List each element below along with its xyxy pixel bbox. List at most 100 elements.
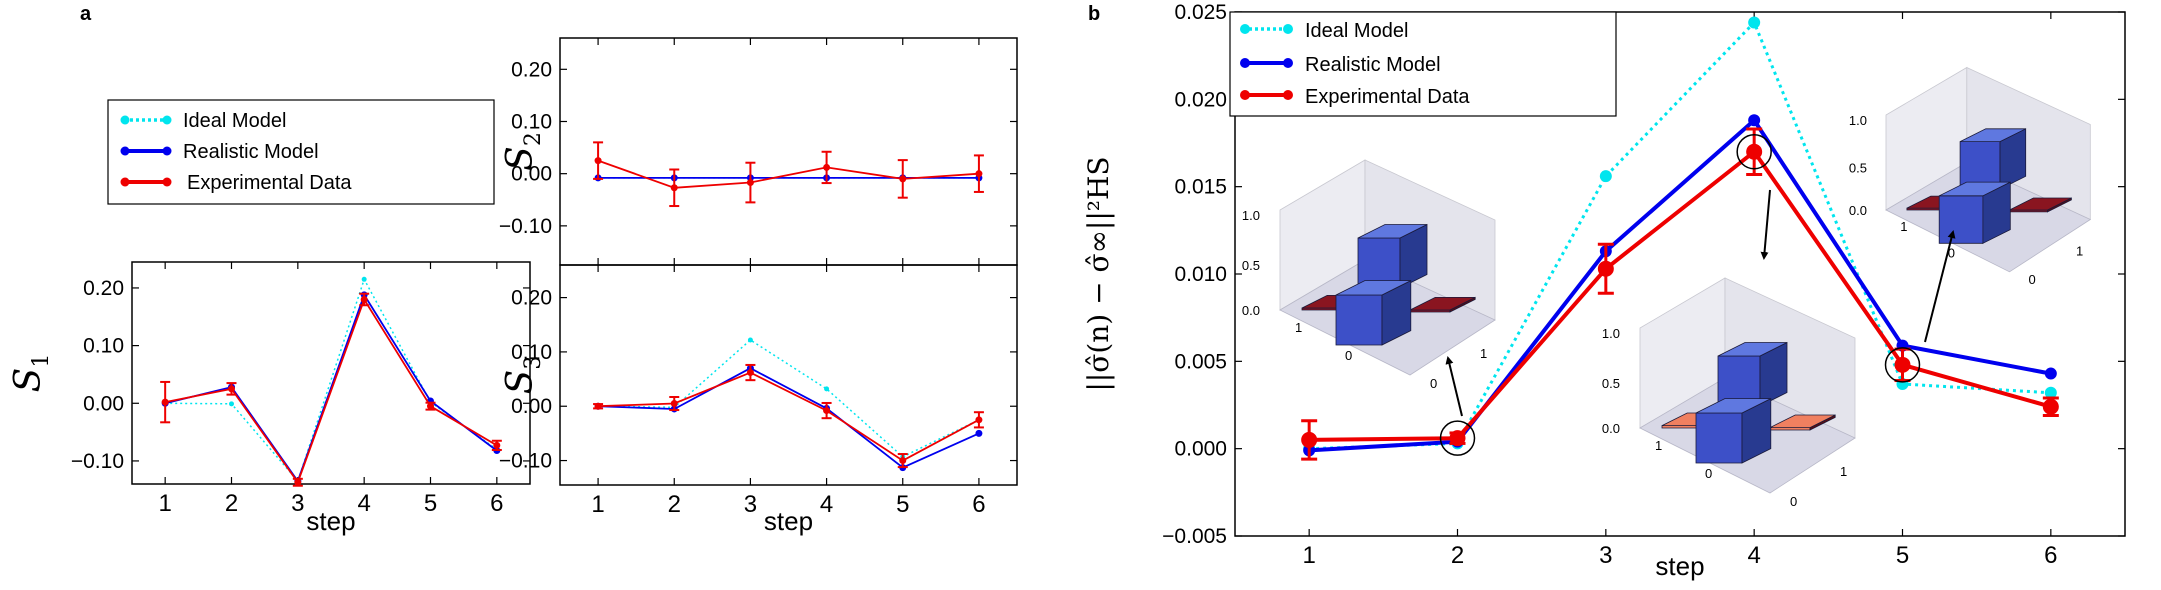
data-point-experimental-data — [975, 170, 983, 178]
legend-b-ideal-marker — [1240, 24, 1250, 34]
inset-offdiag-bar-top — [2009, 197, 2072, 211]
data-point-ideal-model — [2044, 386, 2057, 399]
x-tick-label: 1 — [591, 491, 604, 518]
data-point-experimental-data — [228, 385, 235, 393]
y-tick-label: 0.010 — [1174, 263, 1227, 286]
y-tick-label: 0.10 — [83, 335, 124, 358]
y-tick-label: 0.20 — [511, 287, 552, 310]
x-tick-label: 3 — [291, 490, 304, 517]
x-tick-label: 5 — [1896, 542, 1909, 569]
x-tick-label: 6 — [2044, 542, 2057, 569]
legend-b-box — [1229, 11, 1617, 117]
density-matrix-inset-3: 1.0 0.5 0.0 1 0 0 1 — [1849, 66, 2092, 287]
data-point-experimental-data — [360, 295, 368, 303]
y-axis-label: ||σ̂(n) − σ̂∞||²HS — [1082, 156, 1115, 391]
inset-x-tick-label: 1 — [1295, 320, 1302, 335]
legend-a-realistic-marker — [162, 146, 172, 156]
legend-b-ideal-label: Ideal Model — [1305, 20, 1408, 42]
inset-y-tick-label: 0 — [1790, 494, 1797, 509]
inset-z-tick-label: 0.5 — [1849, 160, 1867, 175]
y-tick-label: 0.000 — [1174, 438, 1227, 461]
x-tick-label: 6 — [490, 490, 503, 517]
inset-offdiag-bar-top — [1769, 414, 1836, 429]
data-point-ideal-model — [824, 386, 830, 392]
data-point-experimental-data — [746, 369, 754, 377]
x-tick-label: 1 — [158, 490, 171, 517]
series-line-experimental-data — [597, 159, 979, 189]
inset-z-tick-label: 0.0 — [1849, 203, 1867, 218]
highlight-circle — [1439, 420, 1476, 456]
y-tick-label: −0.10 — [499, 450, 552, 473]
legend-a-experimental-label: Experimental Data — [187, 172, 352, 194]
inset-x-tick-label: 0 — [1345, 348, 1352, 363]
data-point-realistic-model — [975, 429, 983, 437]
data-point-experimental-data — [493, 441, 501, 449]
series-line-experimental-data — [1309, 148, 2052, 442]
legend-a-ideal-marker — [120, 115, 130, 125]
data-point-experimental-data — [594, 157, 602, 165]
inset-y-tick-label: 0 — [1430, 376, 1437, 391]
series-line-ideal-model — [1309, 19, 2051, 451]
legend-b-realistic-label: Realistic Model — [1305, 54, 1441, 76]
y-tick-label: 0.10 — [511, 341, 552, 364]
inset-z-tick-label: 0.5 — [1602, 376, 1620, 391]
data-point-experimental-data — [1449, 430, 1466, 447]
y-axis-label: S2 — [500, 132, 546, 171]
y-tick-label: 0.005 — [1174, 350, 1227, 373]
legend-b-experimental-marker — [1240, 90, 1250, 100]
inset-z-tick-label: 1.0 — [1242, 208, 1260, 223]
x-tick-label: 3 — [1599, 542, 1612, 569]
inset-diag-bar-top — [1939, 181, 2011, 197]
legend-a-ideal-marker — [162, 115, 172, 125]
x-tick-label: 4 — [820, 491, 833, 518]
legend-a-realistic-label: Realistic Model — [183, 141, 319, 163]
plot-frame-s3 — [559, 264, 1018, 486]
data-point-experimental-data — [294, 478, 302, 486]
arrow-to-inset-2 — [1760, 189, 1771, 260]
x-tick-label: 6 — [972, 491, 985, 518]
data-point-realistic-model — [2044, 367, 2057, 380]
data-point-experimental-data — [670, 184, 678, 192]
data-point-experimental-data — [899, 457, 907, 465]
data-point-realistic-model — [1748, 114, 1761, 127]
inset-z-tick-label: 0.0 — [1242, 303, 1260, 318]
y-tick-label: 0.20 — [83, 277, 124, 300]
x-tick-label: 2 — [1451, 542, 1464, 569]
data-point-experimental-data — [746, 179, 754, 187]
inset-y-tick-label: 0 — [2029, 272, 2036, 287]
series-line-experimental-data — [598, 371, 980, 462]
data-point-experimental-data — [823, 163, 831, 171]
inset-diag-bar-top — [1959, 128, 2026, 143]
inset-z-tick-label: 0.5 — [1242, 258, 1260, 273]
inset-diag-bar-front — [1695, 412, 1743, 464]
data-point-ideal-model — [747, 337, 753, 343]
x-tick-label: 2 — [225, 490, 238, 517]
series-line-realistic-model — [1309, 117, 2052, 453]
data-point-ideal-model — [1599, 170, 1612, 183]
y-tick-label: 0.20 — [511, 58, 552, 81]
data-point-experimental-data — [427, 402, 434, 410]
arrow-to-inset-1 — [1445, 356, 1463, 417]
inset-diag-bar-top — [1335, 280, 1411, 296]
inset-diag-bar-top — [1357, 224, 1428, 239]
series-line-ideal-model — [598, 339, 980, 458]
inset-diag-bar-front — [1335, 294, 1383, 346]
y-axis-label: S3 — [500, 356, 546, 395]
plot-s1: 0.20 0.10 0.00 −0.10 1 2 3 4 5 6 step S1 — [8, 261, 531, 536]
series-line-ideal-model — [165, 277, 498, 483]
series-line-realistic-model — [598, 367, 980, 469]
legend-a-experimental-marker — [120, 177, 130, 187]
y-axis-label: S1 — [8, 354, 54, 393]
legend-b-experimental-label: Experimental Data — [1305, 86, 1470, 108]
data-point-ideal-model — [1748, 16, 1761, 29]
y-tick-label: 0.00 — [511, 395, 552, 418]
legend-a-realistic-marker — [120, 146, 130, 156]
data-point-experimental-data — [670, 400, 678, 408]
data-point-experimental-data — [1746, 143, 1763, 160]
inset-x-tick-label: 0 — [1705, 466, 1712, 481]
inset-z-tick-label: 1.0 — [1602, 326, 1620, 341]
legend-a-experimental-marker — [162, 177, 172, 187]
legend-b: Ideal Model Realistic Model Experimental… — [1229, 11, 1617, 117]
